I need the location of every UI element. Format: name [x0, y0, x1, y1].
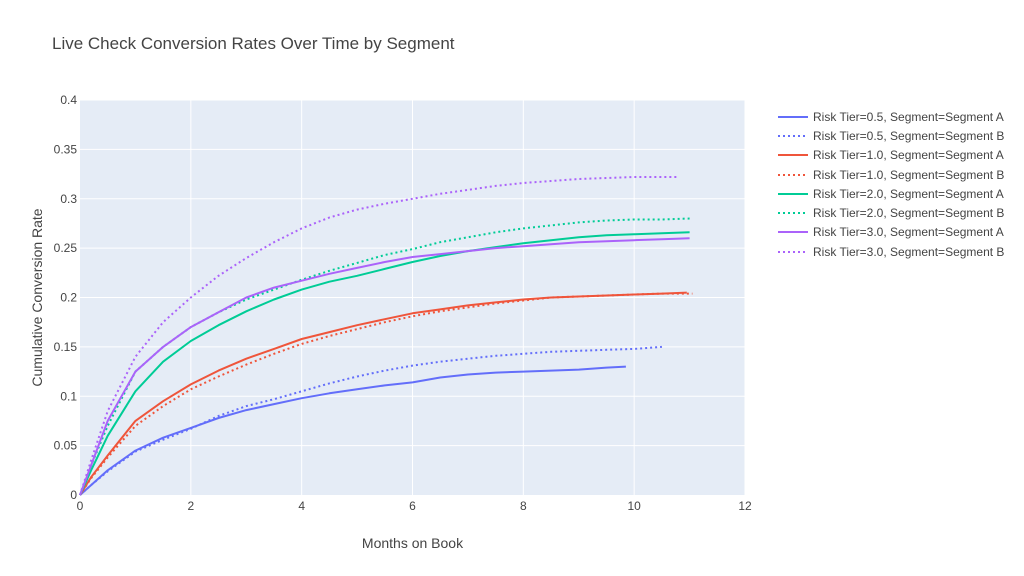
y-tick-labels: 0 0.05 0.1 0.15 0.2 0.25 0.3 0.35 0.4	[54, 93, 78, 502]
legend-label: Risk Tier=2.0, Segment=Segment B	[813, 206, 1005, 221]
legend-item[interactable]: Risk Tier=3.0, Segment=Segment A	[776, 223, 1004, 242]
y-tick-label: 0.15	[54, 340, 78, 354]
legend-label: Risk Tier=1.0, Segment=Segment A	[813, 148, 1004, 163]
legend-item[interactable]: Risk Tier=1.0, Segment=Segment B	[776, 165, 1004, 184]
x-axis-title: Months on Book	[362, 535, 464, 551]
x-tick-label: 4	[298, 499, 305, 513]
y-tick-label: 0.25	[54, 241, 78, 255]
legend-label: Risk Tier=0.5, Segment=Segment A	[813, 109, 1004, 124]
legend-swatch	[778, 154, 808, 157]
series-line-1[interactable]	[79, 365, 626, 496]
legend-item[interactable]: Risk Tier=2.0, Segment=Segment A	[776, 184, 1004, 203]
series-line-7[interactable]	[79, 237, 690, 496]
x-tick-label: 12	[738, 499, 752, 513]
y-tick-label: 0.2	[60, 291, 77, 305]
series-line-4[interactable]	[79, 292, 693, 496]
x-tick-label: 2	[187, 499, 194, 513]
legend-swatch	[778, 212, 808, 215]
x-tick-label: 10	[627, 499, 641, 513]
legend-item[interactable]: Risk Tier=0.5, Segment=Segment B	[776, 126, 1004, 145]
series-line-8[interactable]	[79, 176, 679, 496]
x-tick-labels: 0 2 4 6 8 10 12	[77, 499, 752, 513]
legend-item[interactable]: Risk Tier=1.0, Segment=Segment A	[776, 146, 1004, 165]
legend-label: Risk Tier=3.0, Segment=Segment B	[813, 244, 1005, 259]
y-tick-label: 0.4	[60, 93, 77, 107]
legend-item[interactable]: Risk Tier=2.0, Segment=Segment B	[776, 203, 1004, 222]
y-tick-label: 0.35	[54, 142, 78, 156]
legend-label: Risk Tier=0.5, Segment=Segment B	[813, 128, 1005, 143]
series-lines	[79, 176, 693, 496]
legend-swatch	[778, 115, 808, 118]
legend-item[interactable]: Risk Tier=3.0, Segment=Segment B	[776, 242, 1004, 261]
legend-label: Risk Tier=3.0, Segment=Segment A	[813, 225, 1004, 240]
legend-item[interactable]: Risk Tier=0.5, Segment=Segment A	[776, 107, 1004, 126]
legend-swatch	[778, 250, 808, 253]
y-tick-label: 0.3	[60, 192, 77, 206]
series-line-5[interactable]	[79, 231, 690, 496]
x-tick-label: 0	[77, 499, 84, 513]
legend-swatch	[778, 134, 808, 137]
chart-title: Live Check Conversion Rates Over Time by…	[52, 34, 455, 53]
legend-label: Risk Tier=1.0, Segment=Segment B	[813, 167, 1005, 182]
legend-swatch	[778, 231, 808, 234]
y-tick-label: 0.1	[60, 389, 77, 403]
series-line-2[interactable]	[79, 345, 662, 496]
x-tick-label: 6	[409, 499, 416, 513]
y-axis-title: Cumulative Conversion Rate	[29, 208, 45, 386]
legend: Risk Tier=0.5, Segment=Segment A Risk Tie…	[776, 107, 1004, 261]
legend-swatch	[778, 192, 808, 195]
x-tick-label: 8	[520, 499, 527, 513]
y-tick-label: 0	[70, 488, 77, 502]
legend-label: Risk Tier=2.0, Segment=Segment A	[813, 186, 1004, 201]
legend-swatch	[778, 173, 808, 176]
y-tick-label: 0.05	[54, 439, 78, 453]
